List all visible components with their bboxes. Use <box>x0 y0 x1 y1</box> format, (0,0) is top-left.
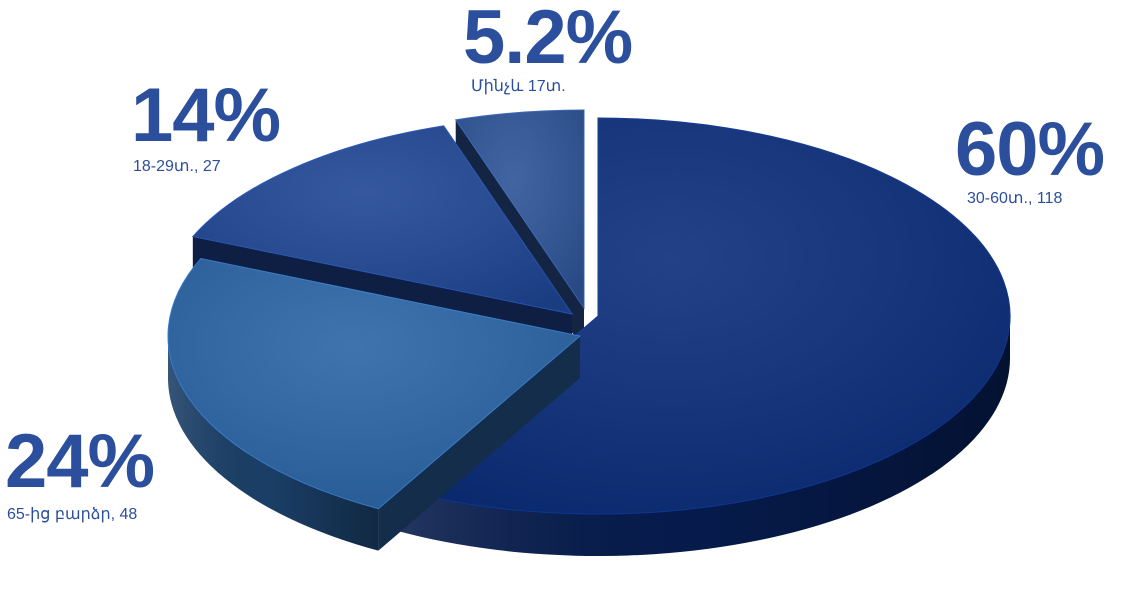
slice-category: 65-ից բարձր, 48 <box>7 506 138 523</box>
slice-65-plus <box>167 258 582 551</box>
slice-label-30-60: 60% 30-60տ., 118 <box>955 107 1105 208</box>
slice-category: 18-29տ., 27 <box>133 158 221 175</box>
slice-65-plus-top-shine <box>167 258 580 509</box>
slice-label-under-17: 5.2% Մինչև 17տ. <box>463 0 633 96</box>
slice-percent: 5.2% <box>463 0 633 80</box>
slice-under-17-top-shine <box>455 110 584 308</box>
slice-label-18-29: 14% 18-29տ., 27 <box>131 73 281 176</box>
slice-percent: 24% <box>5 419 155 504</box>
slice-65-plus-wall <box>378 336 580 551</box>
slice-category: Մինչև 17տ. <box>471 78 566 95</box>
slice-percent: 60% <box>955 107 1105 192</box>
slice-30-60-rim-shade <box>396 316 1010 557</box>
slice-30-60-top-shine <box>396 118 1010 514</box>
slice-18-29-top-shine <box>192 125 572 314</box>
slice-label-65-plus: 24% 65-ից բարձր, 48 <box>5 419 155 524</box>
slice-category: 30-60տ., 118 <box>967 190 1063 207</box>
slice-percent: 14% <box>131 73 281 158</box>
slice-65-plus-rim-shade <box>167 336 379 551</box>
